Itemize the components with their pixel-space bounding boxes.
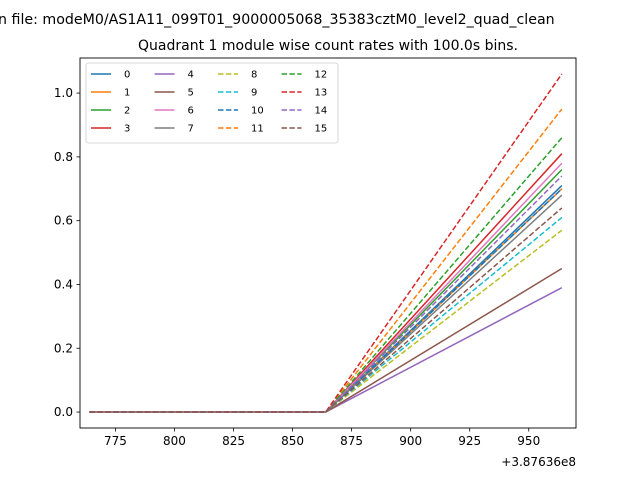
- legend-label-3: 3: [124, 124, 130, 135]
- x-tick-label: 925: [458, 434, 481, 448]
- legend-label-14: 14: [315, 106, 328, 117]
- y-tick-label: 0.8: [54, 150, 73, 164]
- y-tick-label: 0.0: [54, 405, 73, 419]
- x-tick-label: 900: [399, 434, 422, 448]
- x-tick-label: 825: [222, 434, 245, 448]
- x-tick-label: 950: [517, 434, 540, 448]
- legend-label-8: 8: [251, 70, 257, 81]
- legend-label-12: 12: [315, 70, 328, 81]
- x-axis-offset-label: +3.87636e8: [501, 455, 576, 469]
- legend-label-10: 10: [251, 106, 264, 117]
- legend-label-5: 5: [188, 88, 194, 99]
- x-axis: 775 800 825 850 875 900 925 950: [104, 428, 540, 448]
- legend-box: [85, 62, 339, 144]
- legend-label-0: 0: [124, 70, 130, 81]
- y-tick-label: 0.6: [54, 214, 73, 228]
- series-line-10: [89, 188, 563, 413]
- y-tick-label: 1.0: [54, 86, 73, 100]
- legend-label-9: 9: [251, 88, 257, 99]
- series-line-7: [89, 194, 563, 413]
- legend-label-6: 6: [188, 106, 194, 117]
- plot-frame: [79, 57, 577, 429]
- series-line-11: [89, 108, 563, 413]
- legend-label-15: 15: [315, 124, 328, 135]
- legend-label-7: 7: [188, 124, 194, 135]
- y-tick-label: 0.4: [54, 277, 73, 291]
- y-tick-label: 0.2: [54, 341, 73, 355]
- x-tick-label: 850: [281, 434, 304, 448]
- legend-label-11: 11: [251, 124, 264, 135]
- x-tick-label: 775: [104, 434, 127, 448]
- series-line-14: [89, 175, 563, 413]
- x-tick-label: 800: [163, 434, 186, 448]
- legend-label-1: 1: [124, 88, 130, 99]
- series-line-12: [89, 137, 563, 413]
- series-line-8: [89, 229, 563, 413]
- y-axis: 0.0 0.2 0.4 0.6 0.8 1.0: [54, 86, 80, 419]
- legend-label-4: 4: [188, 70, 194, 81]
- legend-label-2: 2: [124, 106, 130, 117]
- series-line-15: [89, 207, 563, 413]
- series-layer: [89, 73, 563, 413]
- legend-label-13: 13: [315, 88, 328, 99]
- chart-suptitle: n file: modeM0/AS1A11_099T01_9000005068_…: [0, 12, 555, 28]
- chart-title: Quadrant 1 module wise count rates with …: [138, 38, 518, 54]
- x-tick-label: 875: [340, 434, 363, 448]
